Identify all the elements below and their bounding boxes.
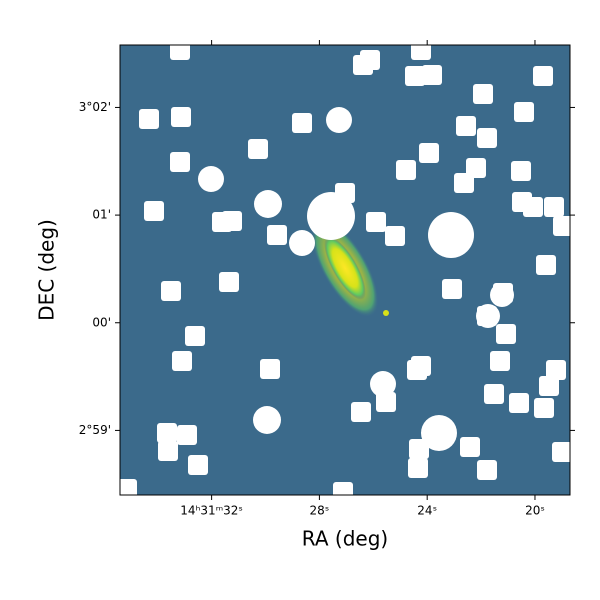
mask-square	[139, 109, 159, 129]
y-tick-label: 2°59'	[79, 423, 111, 437]
mask-square	[170, 45, 190, 60]
mask-square	[422, 65, 442, 85]
mask-square	[353, 55, 373, 75]
mask-square	[248, 139, 268, 159]
mask-square	[267, 225, 287, 245]
mask-square	[442, 279, 462, 299]
mask-square	[158, 441, 178, 461]
mask-square	[188, 455, 208, 475]
mask-circle	[428, 212, 474, 258]
mask-square	[161, 281, 181, 301]
mask-square	[222, 211, 242, 231]
mask-square	[376, 392, 396, 412]
mask-circle	[289, 230, 315, 256]
y-tick-label: 00'	[92, 315, 111, 329]
mask-square	[407, 360, 427, 380]
mask-square	[219, 272, 239, 292]
mask-square	[408, 458, 428, 478]
mask-square	[473, 84, 493, 104]
mask-square	[144, 201, 164, 221]
mask-square	[171, 107, 191, 127]
mask-square	[514, 102, 534, 122]
mask-square	[544, 197, 564, 217]
mask-circle	[370, 371, 396, 397]
mask-square	[490, 351, 510, 371]
mask-square	[292, 113, 312, 133]
mask-circle	[253, 406, 281, 434]
mask-square	[419, 143, 439, 163]
star	[383, 310, 389, 316]
galaxy	[324, 236, 366, 300]
mask-square	[533, 66, 553, 86]
mask-square	[454, 173, 474, 193]
mask-circle	[254, 190, 282, 218]
y-tick-label: 01'	[92, 208, 111, 222]
mask-square	[536, 255, 556, 275]
mask-square	[157, 423, 177, 443]
mask-square	[411, 45, 431, 60]
mask-square	[477, 460, 497, 480]
mask-square	[185, 326, 205, 346]
mask-square	[552, 442, 570, 462]
mask-square	[456, 116, 476, 136]
mask-square	[511, 161, 531, 181]
mask-square	[120, 479, 137, 495]
mask-square	[260, 359, 280, 379]
mask-square	[177, 425, 197, 445]
axes-frame	[119, 44, 571, 496]
mask-square	[477, 128, 497, 148]
mask-circle	[476, 304, 500, 328]
x-tick-label: 28ˢ	[310, 504, 330, 518]
x-tick-label: 20ˢ	[525, 504, 545, 518]
mask-square	[172, 351, 192, 371]
image	[120, 45, 570, 495]
mask-square	[385, 226, 405, 246]
y-tick-label: 3°02'	[79, 100, 111, 114]
x-tick-label: 24ˢ	[417, 504, 437, 518]
mask-circle	[421, 415, 457, 451]
mask-square	[396, 160, 416, 180]
mask-square	[534, 398, 554, 418]
mask-circle	[198, 166, 224, 192]
mask-circle	[326, 107, 352, 133]
mask-square	[170, 152, 190, 172]
mask-square	[523, 197, 543, 217]
x-axis-label: RA (deg)	[302, 527, 388, 551]
mask-square	[405, 66, 425, 86]
mask-circle	[307, 192, 355, 240]
mask-square	[460, 437, 480, 457]
mask-square	[333, 482, 353, 495]
y-axis-label: DEC (deg)	[35, 219, 59, 321]
mask-square	[546, 360, 566, 380]
x-tick-label: 14ʰ31ᵐ32ˢ	[180, 504, 243, 518]
mask-square	[366, 212, 386, 232]
mask-square	[539, 376, 559, 396]
mask-square	[484, 384, 504, 404]
mask-square	[409, 439, 429, 459]
mask-circle	[490, 283, 514, 307]
mask-square	[509, 393, 529, 413]
mask-square	[496, 324, 516, 344]
mask-square	[351, 402, 371, 422]
mask-square	[553, 216, 570, 236]
